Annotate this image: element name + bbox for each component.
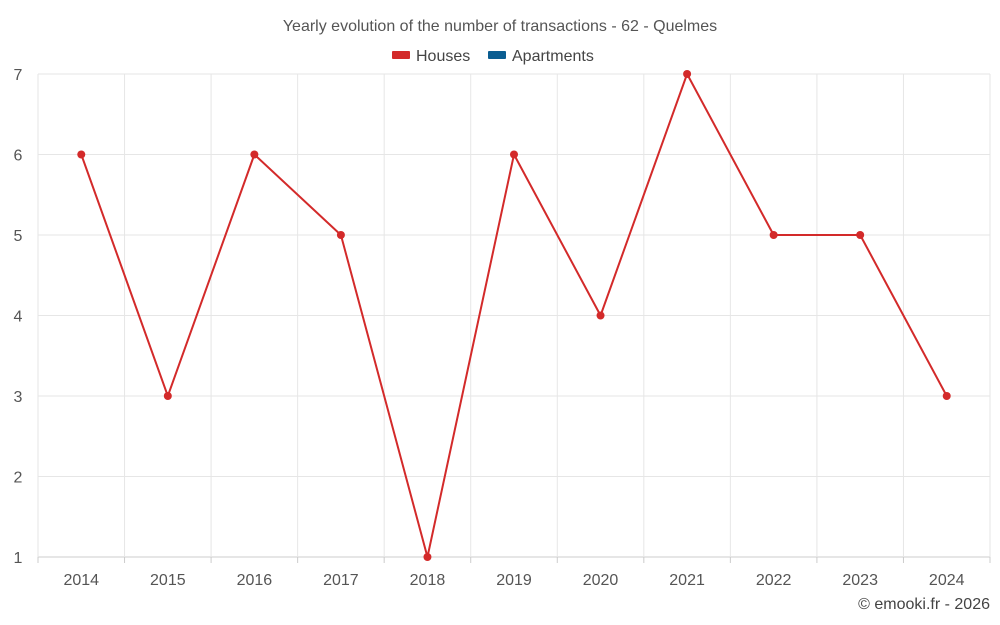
data-point-houses-2022[interactable]	[769, 231, 778, 239]
data-point-houses-2019[interactable]	[510, 150, 518, 159]
x-tick-label: 2016	[237, 572, 273, 589]
y-tick-label: 7	[14, 67, 23, 84]
legend-label-houses: Houses	[416, 48, 470, 65]
legend-label-apartments: Apartments	[512, 48, 594, 65]
x-tick-label: 2018	[410, 572, 446, 589]
data-point-houses-2015[interactable]	[163, 392, 172, 400]
y-tick-label: 5	[14, 228, 23, 245]
credit-text: © emooki.fr - 2026	[858, 596, 990, 613]
y-tick-label: 6	[14, 148, 23, 165]
legend-swatch-houses	[392, 51, 410, 59]
x-tick-label: 2024	[929, 572, 965, 589]
legend[interactable]: Houses Apartments	[392, 48, 594, 65]
y-tick-label: 3	[14, 389, 23, 406]
x-tick-label: 2017	[323, 572, 359, 589]
x-tick-label: 2014	[63, 572, 99, 589]
legend-swatch-apartments	[488, 51, 506, 59]
x-tick-label: 2022	[756, 572, 792, 589]
data-point-houses-2018[interactable]	[423, 553, 432, 561]
x-tick-label: 2023	[842, 572, 878, 589]
chart-title: Yearly evolution of the number of transa…	[283, 18, 717, 35]
legend-item-houses[interactable]: Houses	[392, 48, 470, 65]
data-point-houses-2017[interactable]	[336, 231, 345, 239]
legend-item-apartments[interactable]: Apartments	[488, 48, 594, 65]
data-point-houses-2016[interactable]	[250, 150, 259, 159]
data-point-houses-2024[interactable]	[942, 392, 951, 400]
data-point-houses-2014[interactable]	[77, 150, 86, 159]
x-tick-label: 2020	[583, 572, 619, 589]
x-tick-label: 2015	[150, 572, 186, 589]
data-point-houses-2021[interactable]	[683, 70, 692, 78]
series-houses	[77, 70, 951, 561]
x-tick-label: 2019	[496, 572, 532, 589]
y-axis: 1 2 3 4 5 6 7	[14, 67, 23, 567]
y-tick-label: 2	[14, 470, 23, 487]
data-point-houses-2023[interactable]	[856, 231, 865, 239]
data-point-houses-2020[interactable]	[596, 311, 605, 320]
x-axis: 2014 2015 2016 2017 2018 2019 2020 2021 2022 2023…	[37, 557, 991, 589]
y-tick-label: 4	[14, 309, 23, 326]
y-tick-label: 1	[14, 550, 23, 567]
x-tick-label: 2021	[669, 572, 705, 589]
grid	[37, 73, 991, 558]
